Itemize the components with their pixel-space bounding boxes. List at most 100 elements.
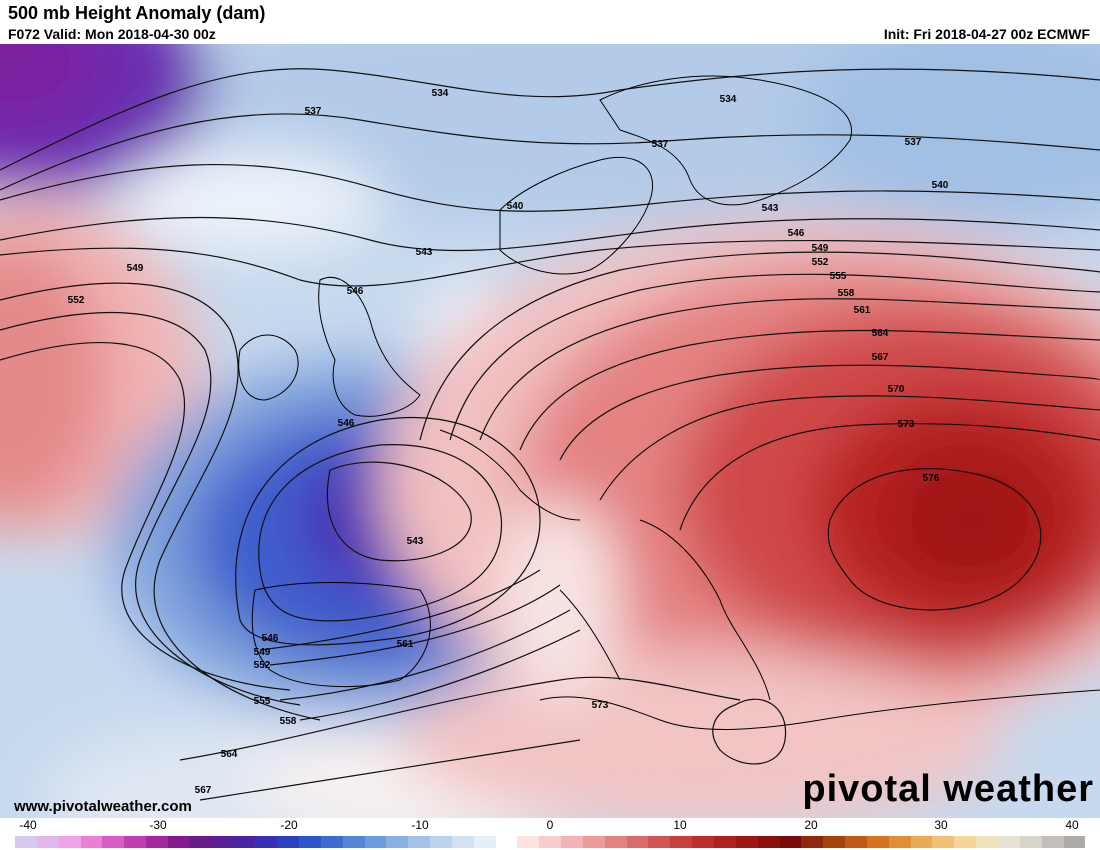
contour-label: 555 <box>254 696 271 707</box>
contour-label: 576 <box>923 473 940 484</box>
contour-label: 564 <box>872 328 889 339</box>
colorbar-swatch <box>932 836 955 848</box>
colorbar-swatch <box>146 836 168 848</box>
anomaly-map: 534 534 537 537 537 540 540 543 543 546 549 552 555 5… <box>0 44 1100 818</box>
colorbar-swatch <box>80 836 103 848</box>
contour-label: 552 <box>812 257 829 268</box>
colorbar-swatch <box>320 836 343 848</box>
contour-label: 567 <box>195 785 212 796</box>
colorbar <box>15 836 1086 848</box>
contour-label: 549 <box>812 243 829 254</box>
contour-label: 543 <box>407 536 424 547</box>
website-label: www.pivotalweather.com <box>14 798 192 815</box>
colorbar-tick-label: 0 <box>546 818 554 832</box>
colorbar-tick-label: 30 <box>934 818 948 832</box>
contour-label: 543 <box>416 247 433 258</box>
contour-label: 537 <box>652 139 669 150</box>
colorbar-swatch <box>167 836 190 848</box>
contour-label: 573 <box>592 700 609 711</box>
contour-label: 546 <box>338 418 355 429</box>
colorbar-tick-label: 20 <box>804 818 818 832</box>
contour-label: 543 <box>762 203 779 214</box>
colorbar-swatch <box>298 836 321 848</box>
brand-logo: pivotal weather <box>802 768 1094 810</box>
colorbar-swatch <box>255 836 278 848</box>
colorbar-swatch <box>648 836 671 848</box>
contour-label: 561 <box>397 639 414 650</box>
colorbar-swatch <box>976 836 998 848</box>
contour-label: 549 <box>254 647 271 658</box>
colorbar-swatch <box>517 836 540 848</box>
colorbar-ticks: -40 -30 -20 -10 0 10 20 30 40 <box>0 818 1100 834</box>
contour-label: 540 <box>507 201 524 212</box>
contour-label: 534 <box>720 94 737 105</box>
colorbar-swatch <box>1019 836 1042 848</box>
colorbar-tick-label: -40 <box>19 818 37 832</box>
contour-label: 558 <box>838 288 855 299</box>
contour-label: 549 <box>127 263 144 274</box>
colorbar-swatch <box>1041 836 1064 848</box>
colorbar-swatch <box>801 836 824 848</box>
colorbar-tick-label: -10 <box>411 818 429 832</box>
contour-label: 573 <box>898 419 915 430</box>
colorbar-swatch <box>823 836 846 848</box>
colorbar-swatch <box>451 836 474 848</box>
colorbar-swatch <box>277 836 299 848</box>
colorbar-swatch <box>386 836 409 848</box>
contour-label: 570 <box>888 384 905 395</box>
colorbar-swatch <box>364 836 387 848</box>
colorbar-tick-label: -30 <box>149 818 167 832</box>
contour-label: 558 <box>280 716 297 727</box>
colorbar-swatch <box>866 836 889 848</box>
colorbar-swatch <box>495 836 518 848</box>
colorbar-swatch <box>604 836 627 848</box>
colorbar-swatch <box>561 836 583 848</box>
colorbar-swatch <box>430 836 452 848</box>
colorbar-swatch <box>714 836 736 848</box>
contour-label: 534 <box>432 88 449 99</box>
contour-label: 540 <box>932 180 949 191</box>
init-time: Init: Fri 2018-04-27 00z ECMWF <box>883 26 1090 42</box>
colorbar-swatch <box>997 836 1020 848</box>
colorbar-swatch <box>211 836 234 848</box>
colorbar-swatch <box>779 836 802 848</box>
colorbar-swatch <box>15 836 37 848</box>
colorbar-swatch <box>124 836 147 848</box>
colorbar-swatch <box>102 836 125 848</box>
contour-label: 546 <box>347 286 364 297</box>
colorbar-swatch <box>473 836 496 848</box>
colorbar-swatch <box>735 836 758 848</box>
contour-label: 552 <box>254 660 271 671</box>
colorbar-swatch <box>58 836 81 848</box>
colorbar-swatch <box>36 836 59 848</box>
height-contours <box>0 68 1100 801</box>
valid-time: F072 Valid: Mon 2018-04-30 00z <box>8 26 216 42</box>
contour-label: 552 <box>68 295 85 306</box>
header: 500 mb Height Anomaly (dam) F072 Valid: … <box>0 0 1100 44</box>
contour-label: 555 <box>830 271 847 282</box>
colorbar-swatch <box>757 836 780 848</box>
contour-label: 537 <box>305 106 322 117</box>
colorbar-swatch <box>539 836 562 848</box>
contour-label: 561 <box>854 305 871 316</box>
colorbar-swatch <box>910 836 933 848</box>
colorbar-tick-label: -20 <box>280 818 298 832</box>
coastlines <box>238 75 1100 730</box>
colorbar-swatch <box>342 836 365 848</box>
colorbar-tick-label: 40 <box>1065 818 1079 832</box>
contour-label: 546 <box>262 633 279 644</box>
colorbar-swatch <box>692 836 714 848</box>
colorbar-swatch <box>845 836 867 848</box>
colorbar-tick-label: 10 <box>673 818 687 832</box>
colorbar-swatch <box>582 836 605 848</box>
map-title: 500 mb Height Anomaly (dam) <box>8 3 266 23</box>
colorbar-swatch <box>888 836 911 848</box>
colorbar-swatch <box>954 836 977 848</box>
contour-label: 537 <box>905 137 922 148</box>
colorbar-swatch <box>189 836 212 848</box>
colorbar-swatch <box>408 836 431 848</box>
contour-label: 567 <box>872 352 889 363</box>
colorbar-swatch <box>626 836 649 848</box>
contour-label: 546 <box>788 228 805 239</box>
